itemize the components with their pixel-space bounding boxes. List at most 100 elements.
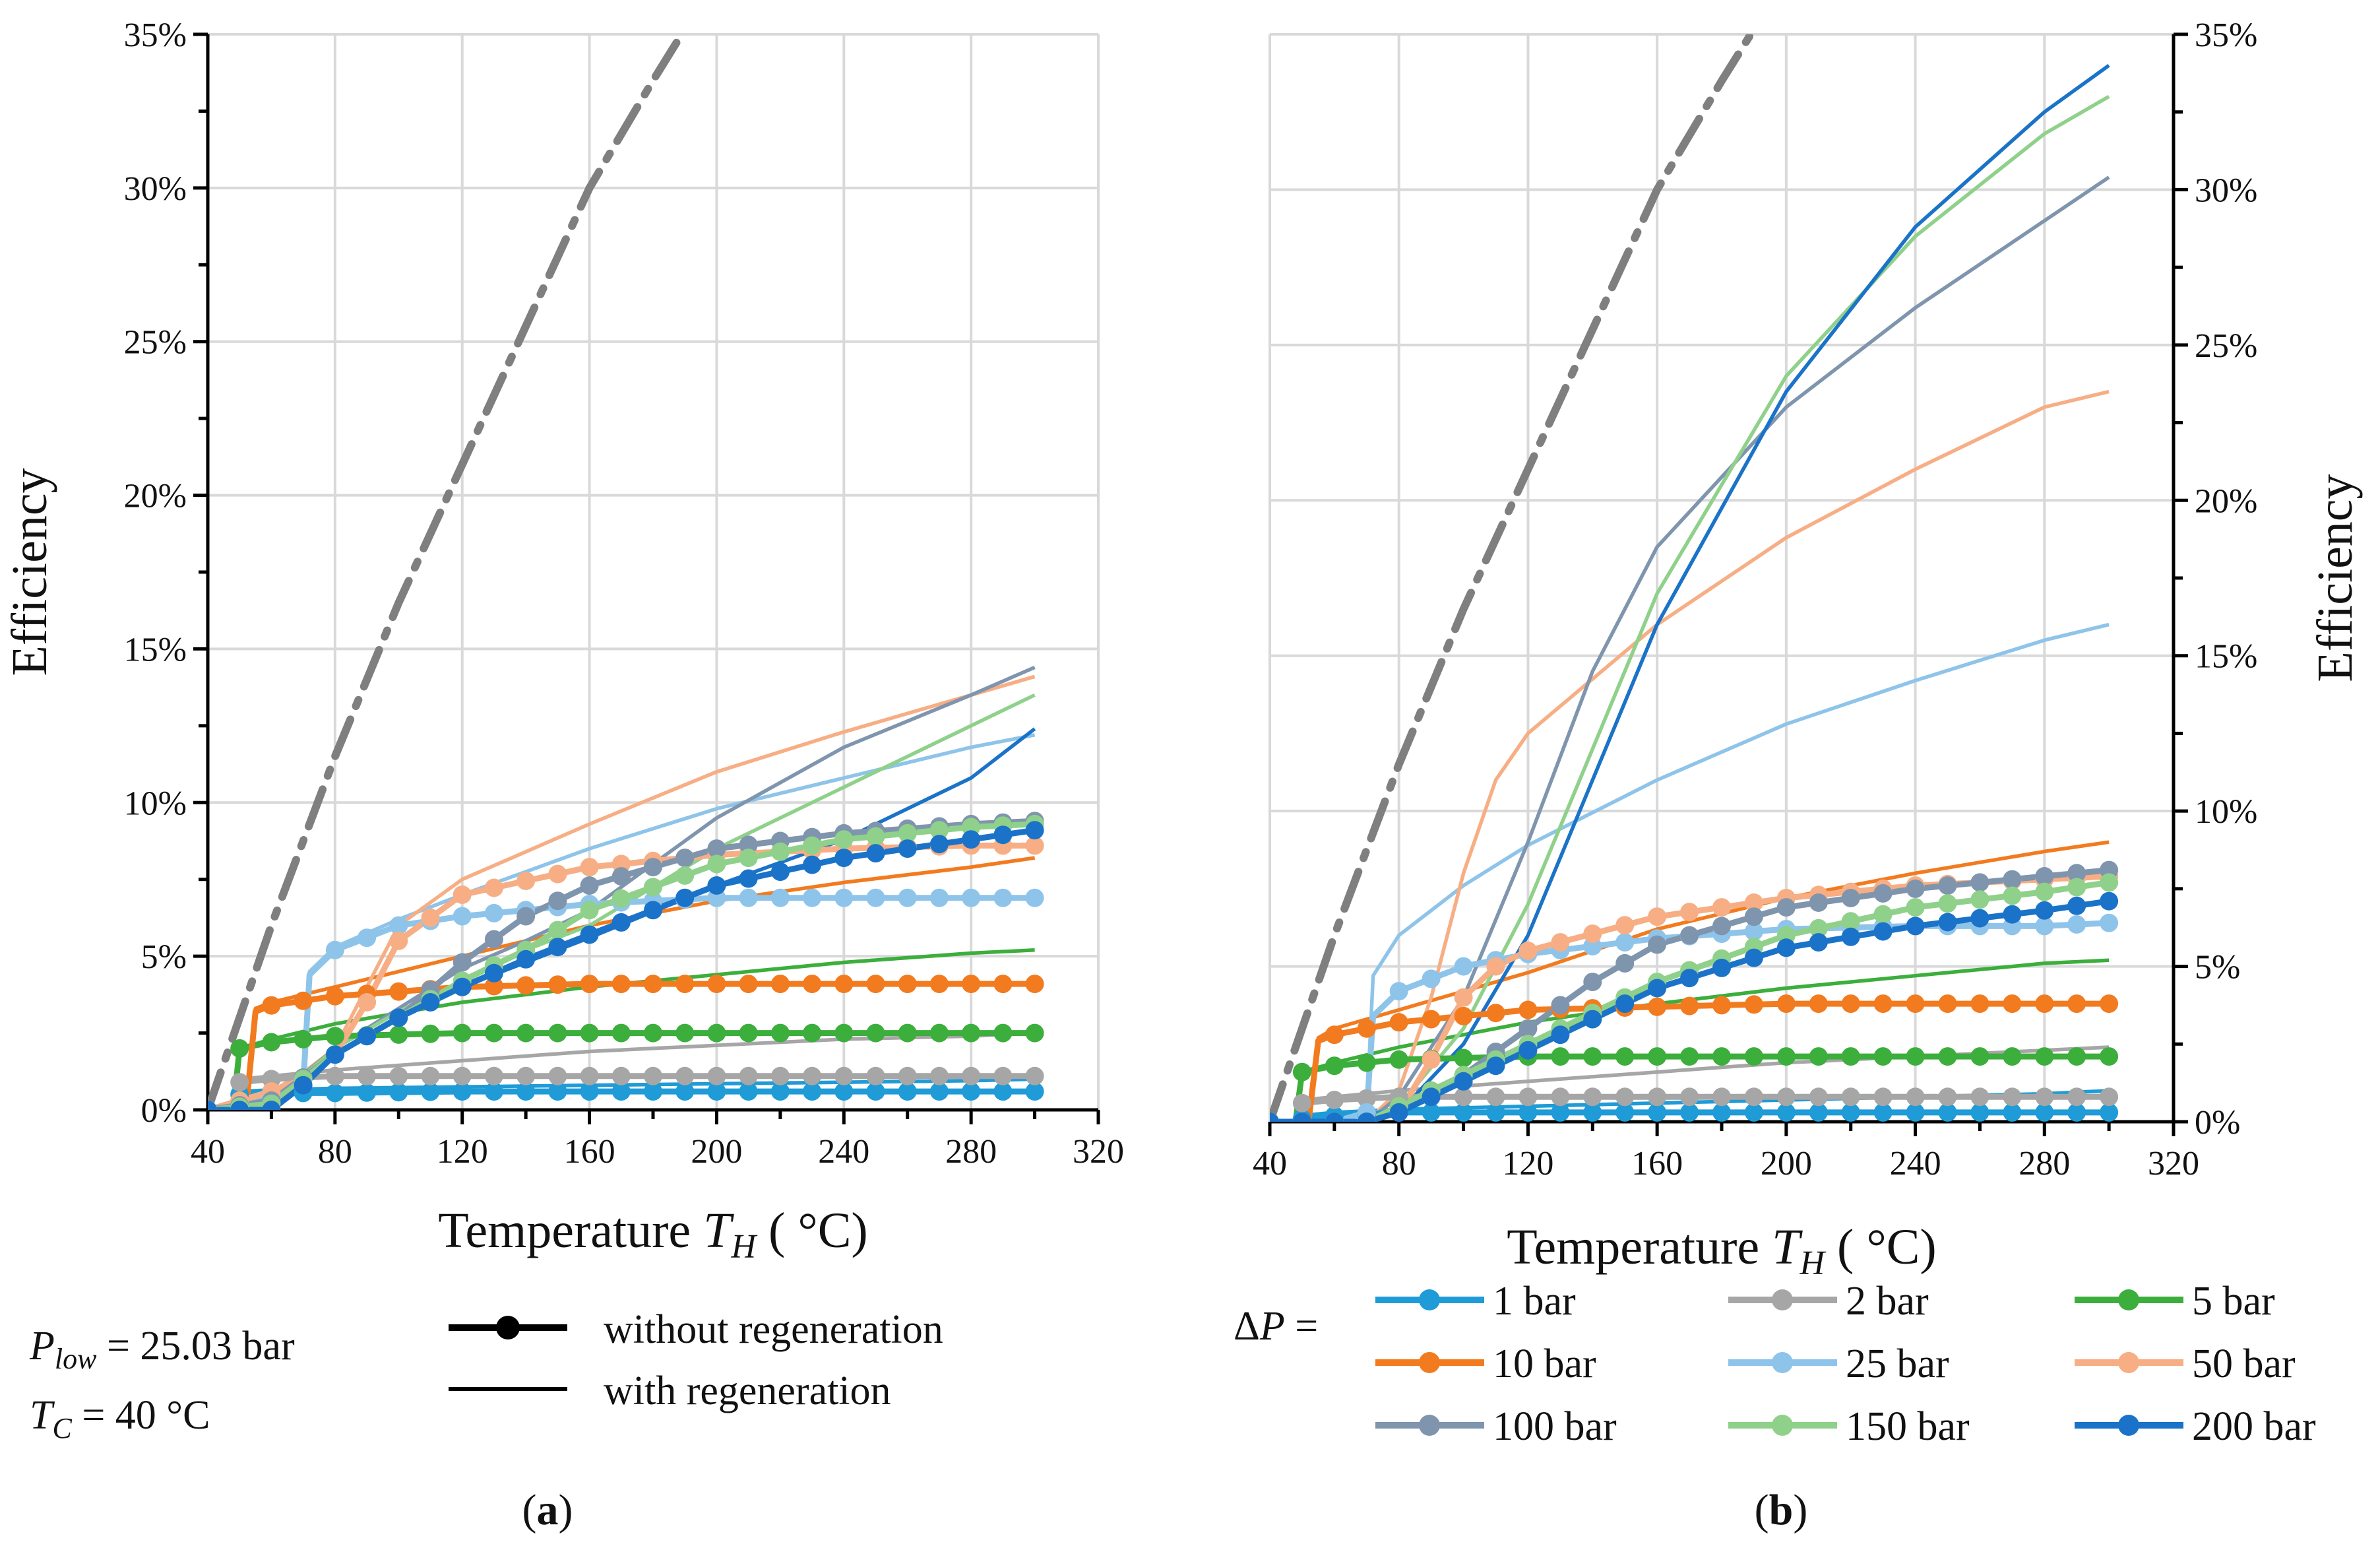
data-point [962,1082,981,1101]
y-tick-label: 0% [141,1092,187,1130]
data-point [1325,1113,1344,1122]
data-point [1519,1041,1538,1060]
legend-label: 5 bar [2192,1279,2275,1324]
y-tick-label: 10% [124,785,187,822]
x-axis-title: Temperature TH ( °C) [438,1203,867,1266]
data-point [1841,994,1860,1014]
x-tick-label: 160 [1631,1145,1683,1182]
data-point [1776,898,1796,917]
data-point [675,1066,695,1085]
legend-label: 100 bar [1493,1404,1617,1449]
data-point [1744,1047,1763,1066]
data-point [325,1083,344,1103]
panel-a-annotations: Plow = 25.03 bar TC = 40 °C without rege… [29,1307,943,1534]
data-point [294,991,313,1010]
data-point [898,975,917,994]
data-point [611,1023,631,1043]
markers-5-bar [208,1023,1044,1110]
data-point [803,975,822,994]
data-point [1712,1087,1731,1107]
x-tick-label: 200 [1761,1145,1812,1182]
legend-without-regeneration: without regeneration [604,1307,943,1352]
data-point [358,1083,377,1102]
data-point [1486,1004,1505,1023]
data-point [1906,1047,1925,1066]
y-tick-label: 5% [2195,949,2240,986]
data-point [803,888,822,907]
data-point [1938,1087,1957,1107]
legend-swatch-marker [1419,1415,1440,1436]
data-point [1776,994,1796,1014]
data-point [358,1066,377,1085]
data-point [1970,1087,1989,1107]
data-point [453,953,472,972]
data-point [770,1066,790,1085]
data-point [1486,1056,1505,1076]
data-point [1938,894,1957,913]
data-point [1389,1050,1408,1069]
data-point [1776,1047,1796,1066]
panel-a-label: (a) [522,1486,573,1534]
data-point [1744,922,1763,941]
plot-area [1270,34,2119,1122]
legend-label: 2 bar [1846,1279,1929,1324]
data-point [739,1082,758,1101]
data-point [453,1023,472,1043]
data-point [1615,916,1635,935]
data-point [2067,1047,2086,1066]
data-point [1873,922,1893,941]
data-point [707,876,726,895]
data-point [962,830,981,849]
data-point [1744,907,1763,926]
data-point [1648,979,1667,998]
data-point [389,1083,408,1102]
data-point [1809,893,1828,912]
data-point [2100,891,2119,911]
data-point [1744,1087,1763,1107]
data-point [739,1066,758,1085]
data-point [548,891,567,911]
data-point [1615,994,1635,1014]
data-point [2035,867,2054,886]
series-line-with-regeneration-100-bar [1270,176,2110,1122]
data-point [325,940,344,959]
data-point [2100,1047,2119,1066]
data-point [611,1082,631,1101]
data-point [962,1023,981,1043]
data-point [484,1066,503,1085]
data-point [993,825,1013,845]
data-point [389,982,408,1001]
data-point [517,976,536,995]
legend-with-regeneration: with regeneration [604,1369,891,1413]
data-point [1970,909,1989,928]
data-point [230,1039,249,1058]
data-point [262,1101,281,1110]
data-point [644,901,662,920]
data-point [1422,1010,1441,1029]
data-point [1648,997,1667,1016]
data-point [484,878,503,897]
data-point [1454,1006,1473,1025]
x-tick-label: 120 [437,1133,488,1171]
data-point [1809,994,1828,1014]
data-point [1744,948,1763,967]
data-point [325,986,344,1006]
data-point [675,849,695,868]
data-point [770,888,790,907]
y-tick-label: 15% [124,631,187,668]
data-point [739,835,758,855]
data-point [389,916,408,935]
data-point [1454,1103,1473,1122]
data-point [1519,942,1538,960]
data-point [208,1101,217,1110]
data-point [1970,1103,1989,1122]
data-point [1025,888,1044,907]
data-point [1841,1087,1860,1107]
data-point [898,839,917,858]
data-point [2035,1103,2054,1122]
data-point [770,975,790,994]
data-point [866,1082,885,1101]
data-point [517,1066,536,1085]
data-point [548,1082,567,1101]
data-point [1841,1047,1860,1066]
